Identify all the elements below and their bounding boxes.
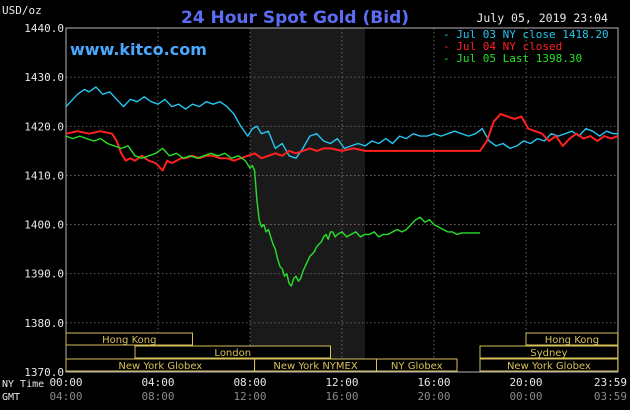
- y-tick-label: 1400.0: [24, 219, 64, 232]
- x-tick-label-ny: 16:00: [417, 376, 450, 389]
- x-axis-ticks: 00:00 04:00 08:00 12:00 16:00 20:00 23:5904:00…: [49, 376, 627, 403]
- x-tick-label-ny: 00:00: [49, 376, 82, 389]
- session-label: NY Globex: [391, 361, 443, 372]
- chart-datetime: July 05, 2019 23:04: [476, 11, 608, 25]
- y-tick-label: 1420.0: [24, 120, 64, 133]
- nymex-shaded-region: [250, 28, 365, 372]
- x-tick-label-gmt: 12:00: [233, 390, 266, 403]
- y-tick-label: 1430.0: [24, 71, 64, 84]
- x-tick-label-gmt: 08:00: [141, 390, 174, 403]
- x-tick-label-ny: 23:59: [594, 376, 627, 389]
- session-bar: [525, 332, 619, 346]
- session-label: New York Globex: [507, 361, 591, 372]
- legend-entry: - Jul 05 Last 1398.30: [443, 52, 582, 65]
- plot-frame: [65, 27, 619, 373]
- ny-time-label: NY Time: [2, 379, 44, 390]
- series-line: [65, 86, 618, 159]
- x-tick-label-gmt: 04:00: [49, 390, 82, 403]
- x-tick-label-gmt: 03:59: [594, 390, 627, 403]
- y-axis-unit: USD/oz: [2, 4, 42, 17]
- chart-title: 24 Hour Spot Gold (Bid): [181, 8, 409, 28]
- x-tick-label-ny: 08:00: [233, 376, 266, 389]
- x-tick-label-gmt: 20:00: [417, 390, 450, 403]
- y-tick-label: 1370.0: [24, 366, 64, 379]
- session-label: New York NYMEX: [273, 361, 358, 372]
- session-bar: [376, 358, 458, 372]
- x-tick-label-gmt: 16:00: [325, 390, 358, 403]
- x-tick-label-ny: 20:00: [509, 376, 542, 389]
- session-label: Hong Kong: [102, 335, 156, 346]
- legend: - Jul 03 NY close 1418.20- Jul 04 NY clo…: [443, 28, 609, 65]
- session-label: Hong Kong: [545, 335, 599, 346]
- session-bar: [479, 358, 619, 372]
- x-tick-label-ny: 04:00: [141, 376, 174, 389]
- gmt-label: GMT: [2, 392, 20, 403]
- session-bar: [65, 332, 193, 346]
- market-sessions: Hong Kong London New York Globex New York N…: [65, 332, 619, 372]
- y-tick-label: 1380.0: [24, 317, 64, 330]
- legend-entry: - Jul 04 NY closed: [443, 40, 562, 53]
- series-line: [65, 135, 480, 287]
- session-label: New York Globex: [118, 361, 202, 372]
- price-series: [65, 86, 619, 287]
- x-tick-label-gmt: 00:00: [509, 390, 542, 403]
- y-tick-label: 1390.0: [24, 268, 64, 281]
- series-line: [65, 113, 619, 172]
- session-label: Sydney: [530, 348, 567, 359]
- x-tick-label-ny: 12:00: [325, 376, 358, 389]
- website-label: www.kitco.com: [70, 40, 207, 59]
- y-axis-ticks: 1370.0 1380.0 1390.0 1400.0 1410.0 1420.0 1430…: [24, 22, 64, 379]
- legend-entry: - Jul 03 NY close 1418.20: [443, 28, 609, 41]
- session-label: London: [214, 348, 251, 359]
- session-bar: [479, 345, 619, 359]
- session-bar: [134, 345, 331, 359]
- y-tick-label: 1410.0: [24, 169, 64, 182]
- y-tick-label: 1440.0: [24, 22, 64, 35]
